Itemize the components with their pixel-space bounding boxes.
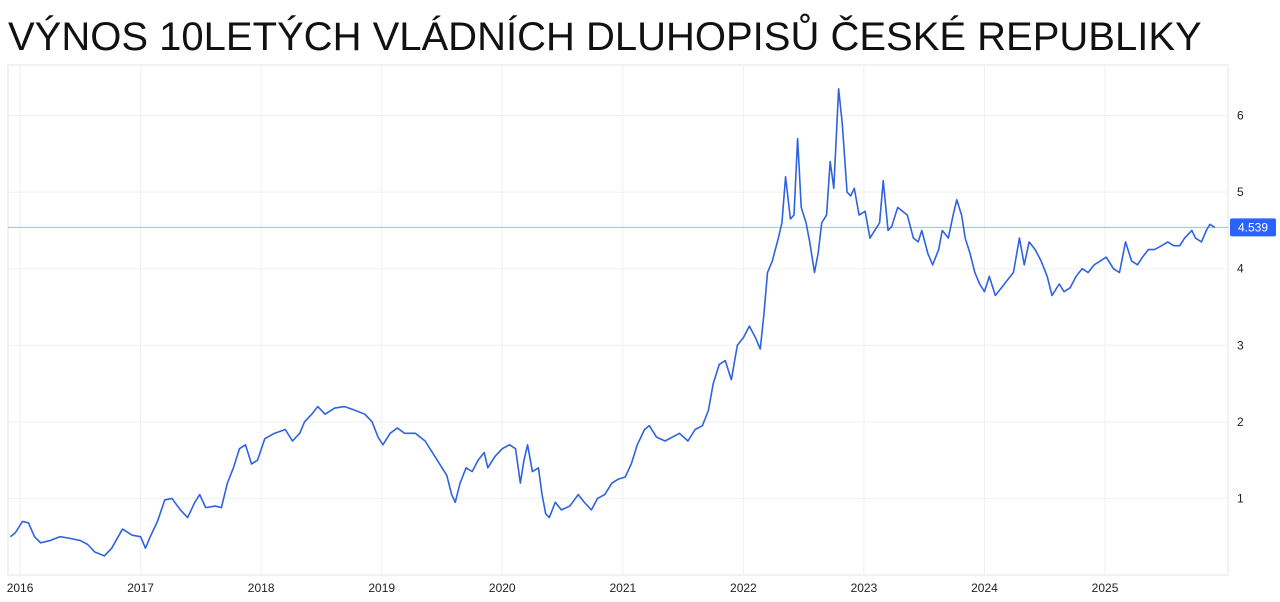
- chart-title: VÝNOS 10LETÝCH VLÁDNÍCH DLUHOPISŮ ČESKÉ …: [8, 12, 1202, 59]
- y-tick-label: 1: [1237, 491, 1244, 505]
- x-tick-label: 2022: [730, 581, 757, 595]
- y-tick-label: 3: [1237, 338, 1244, 352]
- last-value-badge: [1230, 218, 1276, 237]
- x-tick-label: 2018: [248, 581, 275, 595]
- plot-area: [7, 64, 1229, 576]
- x-tick-label: 2023: [851, 581, 878, 595]
- x-tick-label: 2020: [489, 581, 516, 595]
- x-tick-label: 2016: [7, 581, 34, 595]
- last-value-label: 4.539: [1238, 220, 1268, 234]
- y-tick-label: 4: [1237, 262, 1244, 276]
- x-tick-label: 2025: [1092, 581, 1119, 595]
- y-tick-label: 2: [1237, 415, 1244, 429]
- y-tick-label: 5: [1237, 185, 1244, 199]
- data-line: [9, 87, 1216, 557]
- x-tick-label: 2021: [609, 581, 636, 595]
- x-tick-label: 2017: [127, 581, 154, 595]
- x-tick-label: 2024: [971, 581, 998, 595]
- y-tick-label: 6: [1237, 109, 1244, 123]
- x-tick-label: 2019: [368, 581, 395, 595]
